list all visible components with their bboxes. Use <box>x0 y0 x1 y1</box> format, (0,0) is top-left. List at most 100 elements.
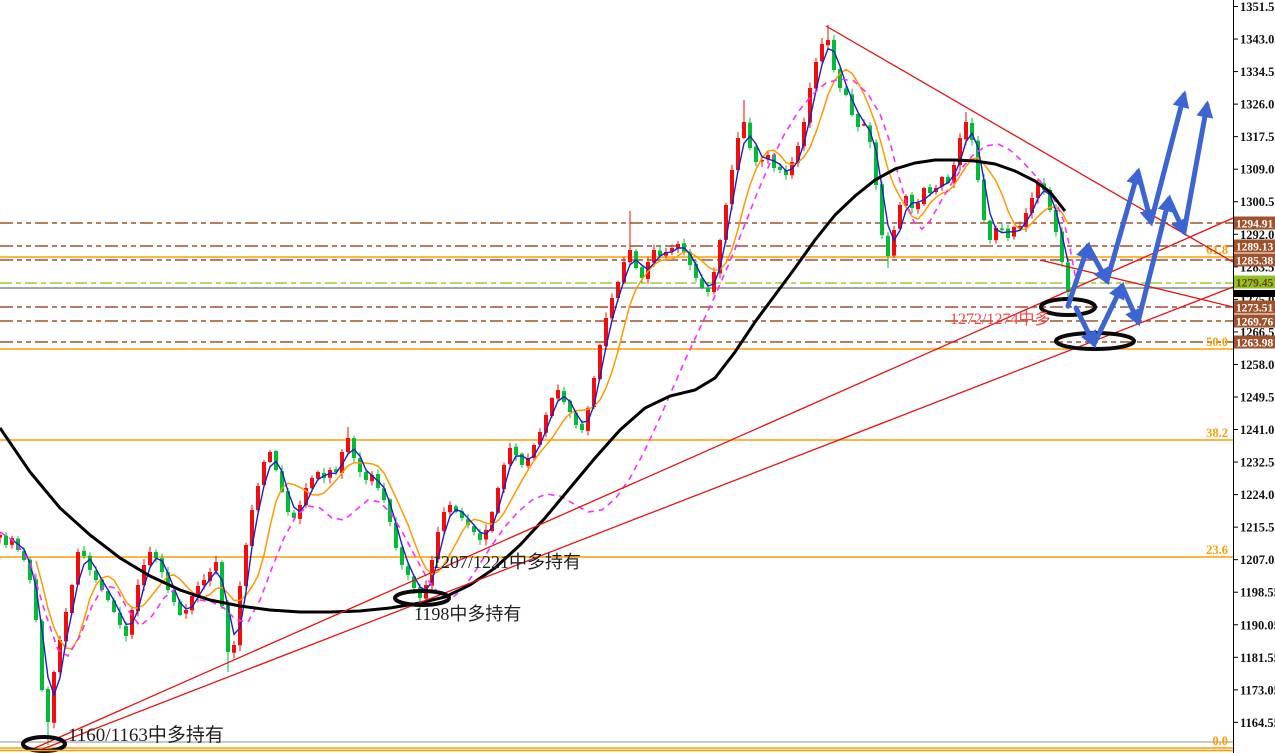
candlestick <box>238 586 242 646</box>
candlestick <box>832 40 836 70</box>
candlestick <box>1048 189 1052 210</box>
ma-line-blue <box>11 47 1069 697</box>
candlestick <box>850 94 854 115</box>
candlestick <box>202 580 206 586</box>
candlestick <box>4 535 8 545</box>
candlestick <box>502 465 506 490</box>
projection-arrow[interactable] <box>1091 281 1125 347</box>
candlestick <box>148 552 152 566</box>
price-level-box <box>1234 216 1275 230</box>
candlestick <box>250 510 254 546</box>
candlestick <box>940 177 944 187</box>
candlestick <box>604 318 608 347</box>
projection-arrow[interactable] <box>1065 241 1093 309</box>
projection-arrow[interactable] <box>1104 167 1143 284</box>
projection-arrow[interactable] <box>1073 305 1097 349</box>
candlestick <box>808 88 812 123</box>
candlestick <box>766 155 770 160</box>
candlestick <box>1006 228 1010 238</box>
candlestick <box>964 122 968 140</box>
price-tick-label: 1181.55 <box>1240 651 1275 665</box>
candlestick <box>664 252 668 256</box>
fib-label: 38.2 <box>1206 426 1228 440</box>
price-level-box <box>1234 300 1275 314</box>
candlestick <box>406 566 410 575</box>
candlestick <box>490 512 494 532</box>
candlestick <box>58 640 62 673</box>
candlestick <box>184 610 188 614</box>
candlestick <box>874 142 878 185</box>
candlestick <box>838 69 842 88</box>
candlestick <box>160 558 164 572</box>
projection-arrow[interactable] <box>1135 169 1157 227</box>
candlestick <box>190 596 194 611</box>
candlestick <box>226 605 230 652</box>
candlestick <box>706 287 710 292</box>
chart-annotation[interactable]: 1198中多持有 <box>414 604 521 624</box>
candlestick <box>112 600 116 612</box>
projection-arrow[interactable] <box>1148 90 1190 225</box>
price-tick-label: 1207.05 <box>1240 553 1275 567</box>
candlestick <box>472 526 476 532</box>
candlestick <box>118 612 122 625</box>
candlestick <box>40 621 44 690</box>
projection-arrow[interactable] <box>1085 243 1110 286</box>
projection-arrow[interactable] <box>1166 196 1187 237</box>
candlestick <box>538 432 542 445</box>
trendline[interactable] <box>1039 259 1233 308</box>
candlestick <box>136 585 140 612</box>
price-level-box <box>1234 239 1275 253</box>
projection-arrow[interactable] <box>1135 194 1175 325</box>
candlestick <box>970 122 974 140</box>
candlestick <box>304 488 308 506</box>
price-level-box <box>1234 335 1275 349</box>
candlestick <box>700 278 704 288</box>
candlestick <box>844 88 848 95</box>
trendline[interactable] <box>34 286 1233 753</box>
candlestick <box>910 194 914 208</box>
candlestick <box>22 550 26 560</box>
candlestick <box>70 585 74 613</box>
candlestick <box>856 113 860 127</box>
candlestick <box>898 205 902 229</box>
candlestick <box>442 512 446 531</box>
chart-annotation[interactable]: 1160/1163中多持有 <box>68 724 224 746</box>
candlestick <box>346 438 350 453</box>
price-tick-label: 1343.05 <box>1240 33 1275 47</box>
candlestick <box>82 550 86 556</box>
price-level-box-label: 1269.76 <box>1236 317 1274 329</box>
candlestick <box>868 125 872 142</box>
projection-arrow[interactable] <box>1181 100 1214 235</box>
price-level-box-label: 1294.91 <box>1236 219 1274 231</box>
candlestick <box>232 645 236 653</box>
price-level-box-label: 1273.51 <box>1236 303 1274 315</box>
candlestick <box>364 471 368 480</box>
candlestick <box>550 398 554 416</box>
candlestick <box>460 511 464 518</box>
candlestick <box>622 262 626 283</box>
candlestick <box>436 532 440 560</box>
price-tick-label: 1351.55 <box>1240 0 1275 14</box>
chart-annotation[interactable]: 1272/1274中多 <box>950 310 1050 328</box>
candlestick <box>1036 184 1040 199</box>
candlestick <box>580 423 584 430</box>
projection-arrow[interactable] <box>1119 283 1141 327</box>
candlestick <box>166 572 170 590</box>
candlestick <box>814 62 818 89</box>
candlestick <box>496 488 500 513</box>
candlestick <box>208 572 212 581</box>
candlestick <box>916 203 920 210</box>
candlestick <box>10 538 14 545</box>
candlestick <box>244 545 248 586</box>
trendline[interactable] <box>34 217 1233 749</box>
candlestick <box>1024 213 1028 227</box>
candlestick <box>1054 209 1058 232</box>
candlestick <box>412 576 416 588</box>
ellipse-highlight[interactable] <box>393 589 451 607</box>
candlestick <box>484 530 488 540</box>
chart-annotation[interactable]: 1207/1221中多持有 <box>432 552 581 572</box>
candlestick <box>826 40 830 46</box>
candlestick <box>958 138 962 166</box>
candlestick <box>718 240 722 274</box>
candlestick <box>316 472 320 479</box>
